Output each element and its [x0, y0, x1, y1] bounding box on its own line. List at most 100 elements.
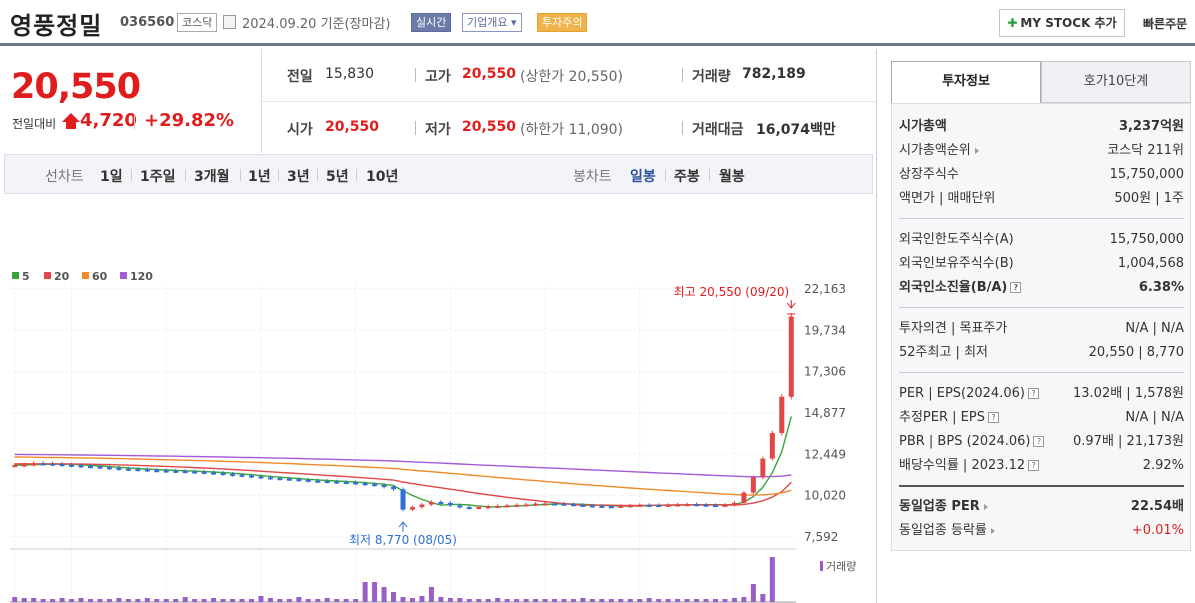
info-row: 시가총액 3,237억원 [899, 116, 1184, 138]
candle-body [87, 466, 93, 469]
info-key: 동일업종 등락률 [899, 520, 995, 542]
info-value: 1,004,568 [1117, 256, 1184, 271]
divider [899, 372, 1184, 373]
amount-label: 거래대금 [692, 122, 744, 138]
volume-bar [542, 599, 548, 602]
candle-body [173, 470, 179, 473]
volume-bar [684, 599, 690, 602]
volume-bar [192, 599, 198, 602]
period-10y[interactable]: 10년 [366, 169, 399, 185]
candle-body [476, 507, 482, 510]
volume-bar [656, 599, 662, 602]
volume-bar [703, 599, 709, 602]
candle-body [50, 463, 56, 466]
candle-body [722, 504, 728, 507]
candle-body [788, 316, 794, 397]
plus-icon: ✚ [1007, 16, 1018, 30]
max-annotation: 최고 20,550 (09/20) [674, 285, 790, 299]
info-row[interactable]: 동일업종 PER 22.54배 [899, 496, 1184, 518]
volume-bar [769, 557, 775, 602]
moving-average-line [14, 453, 792, 478]
info-key: 시가총액 [899, 119, 947, 134]
divider [317, 169, 318, 181]
info-value: N/A | N/A [1125, 321, 1184, 336]
candle-daily[interactable]: 일봉 [630, 169, 656, 185]
period-1d[interactable]: 1일 [100, 169, 123, 185]
help-icon[interactable]: ? [987, 412, 999, 423]
stock-header: 영풍정밀 036560 코스닥 2024.09.20 기준(장마감) 실시간 기… [0, 0, 1195, 46]
price-summary: 20,550 전일대비 4,720 +29.82% [0, 49, 262, 153]
help-icon[interactable]: ? [1010, 282, 1022, 293]
chart-period-bar: 선차트 1일 1주일 3개월 1년 3년 5년 10년 봉차트 일봉 주봉 월봉 [4, 154, 873, 194]
divider [709, 169, 710, 181]
candle-body [750, 477, 756, 493]
candle-body [542, 503, 548, 506]
add-mystock-button[interactable]: ✚ MY STOCK 추가 [999, 9, 1125, 37]
period-3y[interactable]: 3년 [287, 169, 310, 185]
realtime-button[interactable]: 실시간 [411, 13, 452, 32]
volume-bar [163, 599, 169, 602]
change-percent: +29.82% [144, 110, 235, 131]
period-1w[interactable]: 1주일 [140, 169, 176, 185]
info-row[interactable]: 동일업종 등락률 +0.01% [899, 520, 1184, 542]
volume-bar [324, 598, 330, 602]
candle-body [220, 473, 226, 476]
candle-body [211, 472, 217, 475]
quick-order-link[interactable]: 빠른주문 [1143, 17, 1188, 31]
volume-bar [428, 587, 434, 602]
candle-body [201, 471, 207, 474]
divider [899, 485, 1184, 487]
divider [278, 169, 279, 181]
period-5y[interactable]: 5년 [326, 169, 349, 185]
help-icon[interactable]: ? [1027, 388, 1039, 399]
candle-body [495, 505, 501, 508]
candle-monthly[interactable]: 월봉 [719, 169, 745, 185]
upper-limit: (상한가 20,550) [520, 69, 624, 85]
candle-body [703, 504, 709, 507]
candle-body [741, 492, 747, 503]
info-value: +0.01% [1131, 523, 1184, 538]
volume-bar [589, 599, 595, 602]
info-row: 배당수익률 | 2023.12? 2.92% [899, 455, 1184, 477]
help-icon[interactable]: ? [1033, 436, 1045, 447]
candle-body [163, 470, 169, 473]
help-icon[interactable]: ? [1028, 460, 1040, 471]
candle-body [135, 469, 141, 472]
period-3m[interactable]: 3개월 [194, 169, 230, 185]
legend-label: 5 [22, 270, 30, 283]
info-row: PBR | BPS (2024.06)? 0.97배 | 21,173원 [899, 431, 1184, 453]
company-overview-button[interactable]: 기업개요 ▾ [462, 13, 522, 32]
info-value: 코스닥 211위 [1107, 143, 1184, 158]
divider [415, 68, 416, 82]
y-tick-label: 19,734 [804, 323, 846, 337]
candle-body [40, 463, 46, 466]
price-chart-panel: 20,550 전일대비 4,720 +29.82% 전일 15,830 고가 2… [0, 49, 877, 603]
volume-bar [381, 587, 387, 602]
candle-body [116, 467, 122, 470]
moving-average-line [14, 456, 792, 496]
candlestick-chart: 5 20 60 120 22,163 19,734 17,306 14,877 12,449 10… [10, 270, 856, 603]
volume-bar [69, 599, 75, 602]
candle-body [627, 505, 633, 508]
info-row[interactable]: 시가총액순위 코스닥 211위 [899, 140, 1184, 162]
volume-bar [485, 599, 491, 602]
volume-label: 거래량 [692, 69, 731, 85]
change-label: 전일대비 [12, 117, 57, 131]
info-row: 52주최고 | 최저 20,550 | 8,770 [899, 342, 1184, 364]
candle-body [779, 396, 785, 434]
tab-investment-info[interactable]: 투자정보 [891, 61, 1041, 103]
candle-body [248, 475, 254, 478]
volume-bar [182, 597, 188, 602]
info-value: 15,750,000 [1109, 167, 1184, 182]
candle-body [372, 484, 378, 487]
candle-body [125, 468, 131, 471]
amount-number: 16,074 [756, 122, 811, 138]
tab-orderbook[interactable]: 호가10단계 [1041, 61, 1191, 103]
period-1y[interactable]: 1년 [248, 169, 271, 185]
volume-bar [731, 598, 737, 602]
volume-bar [523, 599, 529, 602]
candle-weekly[interactable]: 주봉 [674, 169, 700, 185]
volume-bar [296, 597, 302, 602]
volume-bar [476, 599, 482, 602]
candle-body [760, 458, 766, 478]
